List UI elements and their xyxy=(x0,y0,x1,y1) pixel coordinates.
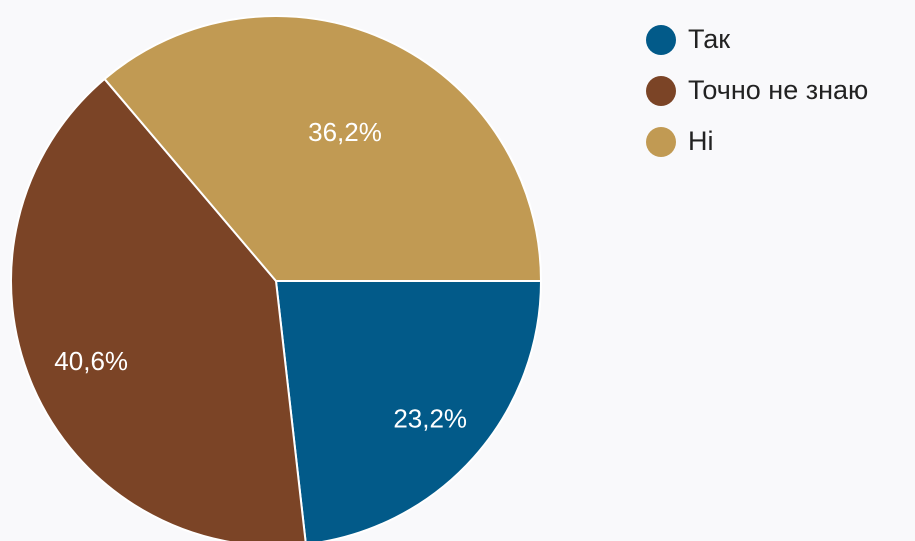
legend-swatch-ni xyxy=(646,126,676,157)
data-label-tak: 23,2% xyxy=(393,404,467,434)
legend-label-tochno-ne-znayu: Точно не знаю xyxy=(688,75,869,105)
pie-slice-tak xyxy=(275,280,542,541)
legend-label-ni: Ні xyxy=(688,126,714,156)
legend-label-tak: Так xyxy=(688,24,731,54)
legend: Так Точно не знаю Ні xyxy=(646,14,868,167)
pie-slice-tochno-ne-znayu xyxy=(10,77,307,541)
legend-item-ni: Ні xyxy=(646,116,868,167)
legend-swatch-tochno-ne-znayu xyxy=(646,75,676,106)
data-label-tochno-ne-znayu: 40,6% xyxy=(54,346,128,376)
legend-item-tak: Так xyxy=(646,14,868,65)
data-label-ni: 36,2% xyxy=(308,117,382,147)
legend-item-tochno-ne-znayu: Точно не знаю xyxy=(646,65,868,116)
legend-swatch-tak xyxy=(646,24,676,55)
pie-slice-ni xyxy=(103,15,542,282)
